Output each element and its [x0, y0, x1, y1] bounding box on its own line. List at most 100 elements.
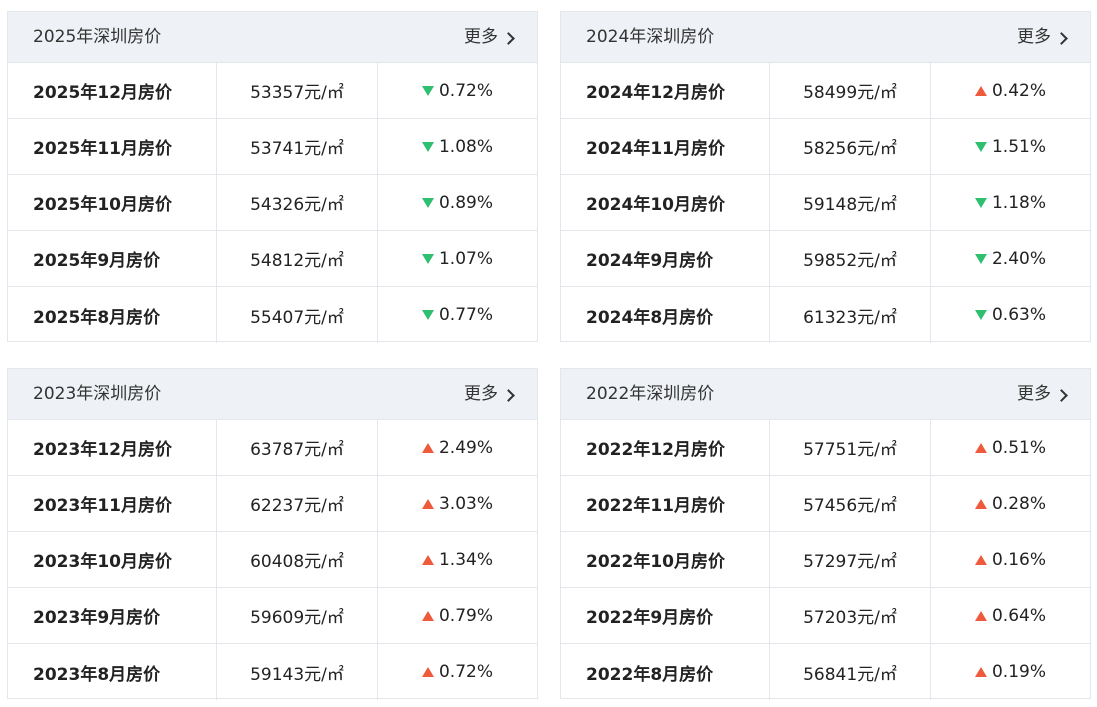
change-cell: 0.79% — [378, 588, 537, 643]
arrow-up-icon — [974, 667, 987, 677]
change-cell: 0.72% — [378, 63, 537, 118]
change-cell: 0.64% — [931, 588, 1090, 643]
table-row[interactable]: 2022年11月房价 57456元/㎡ 0.28% — [561, 476, 1090, 532]
arrow-up-icon — [421, 498, 434, 509]
month-label[interactable]: 2025年12月房价 — [8, 63, 217, 118]
change-cell: 0.16% — [931, 532, 1090, 587]
change-value: 1.34% — [438, 549, 493, 570]
price-value: 59852元/㎡ — [770, 231, 931, 286]
change-value: 0.77% — [438, 305, 493, 325]
month-label[interactable]: 2022年12月房价 — [561, 420, 770, 475]
panel-header: 2022年深圳房价 更多 — [561, 369, 1090, 420]
change-cell: 0.42% — [931, 63, 1090, 118]
change-value: 1.51% — [991, 136, 1046, 157]
month-label[interactable]: 2023年10月房价 — [8, 532, 217, 587]
table-row[interactable]: 2022年8月房价 56841元/㎡ 0.19% — [561, 644, 1090, 700]
arrow-down-icon — [421, 310, 434, 320]
more-label[interactable]: 更多 — [1017, 384, 1051, 404]
arrow-down-icon — [974, 141, 987, 152]
price-value: 62237元/㎡ — [217, 476, 378, 531]
month-label[interactable]: 2024年9月房价 — [561, 231, 770, 286]
price-panel-2022: 2022年深圳房价 更多 2022年12月房价 57751元/㎡ 0.51% 2022… — [560, 368, 1091, 700]
change-value: 0.63% — [991, 305, 1046, 325]
more-label[interactable]: 更多 — [464, 27, 498, 47]
change-value: 0.79% — [438, 605, 493, 626]
panel-header: 2025年深圳房价 更多 — [8, 12, 537, 63]
table-row[interactable]: 2024年9月房价 59852元/㎡ 2.40% — [561, 231, 1090, 287]
change-value: 0.64% — [991, 605, 1046, 626]
table-row[interactable]: 2025年10月房价 54326元/㎡ 0.89% — [8, 175, 537, 231]
table-row[interactable]: 2023年11月房价 62237元/㎡ 3.03% — [8, 476, 537, 532]
change-cell: 1.18% — [931, 175, 1090, 230]
table-row[interactable]: 2023年8月房价 59143元/㎡ 0.72% — [8, 644, 537, 700]
arrow-down-icon — [421, 85, 434, 96]
change-value: 0.72% — [438, 662, 493, 682]
table-row[interactable]: 2023年12月房价 63787元/㎡ 2.49% — [8, 420, 537, 476]
chevron-right-icon[interactable] — [502, 388, 515, 402]
arrow-down-icon — [421, 197, 434, 208]
table-row[interactable]: 2022年12月房价 57751元/㎡ 0.51% — [561, 420, 1090, 476]
more-link[interactable]: 更多 — [464, 12, 515, 63]
month-label[interactable]: 2024年12月房价 — [561, 63, 770, 118]
change-value: 0.19% — [991, 662, 1046, 682]
month-label[interactable]: 2023年11月房价 — [8, 476, 217, 531]
table-row[interactable]: 2024年10月房价 59148元/㎡ 1.18% — [561, 175, 1090, 231]
price-value: 59609元/㎡ — [217, 588, 378, 643]
arrow-up-icon — [421, 442, 434, 453]
more-link[interactable]: 更多 — [1017, 369, 1068, 420]
table-row[interactable]: 2025年9月房价 54812元/㎡ 1.07% — [8, 231, 537, 287]
month-label[interactable]: 2022年8月房价 — [561, 644, 770, 700]
month-label[interactable]: 2022年10月房价 — [561, 532, 770, 587]
price-value: 57456元/㎡ — [770, 476, 931, 531]
price-panel-2024: 2024年深圳房价 更多 2024年12月房价 58499元/㎡ 0.42% 2024… — [560, 11, 1091, 343]
arrow-up-icon — [421, 610, 434, 621]
arrow-up-icon — [421, 554, 434, 565]
change-cell: 1.51% — [931, 119, 1090, 174]
price-value: 57297元/㎡ — [770, 532, 931, 587]
price-value: 53741元/㎡ — [217, 119, 378, 174]
month-label[interactable]: 2023年12月房价 — [8, 420, 217, 475]
price-value: 55407元/㎡ — [217, 287, 378, 343]
change-value: 0.28% — [991, 493, 1046, 514]
month-label[interactable]: 2022年9月房价 — [561, 588, 770, 643]
month-label[interactable]: 2024年10月房价 — [561, 175, 770, 230]
chevron-right-icon[interactable] — [1055, 31, 1068, 45]
month-label[interactable]: 2025年8月房价 — [8, 287, 217, 343]
month-label[interactable]: 2022年11月房价 — [561, 476, 770, 531]
change-cell: 2.49% — [378, 420, 537, 475]
month-label[interactable]: 2023年8月房价 — [8, 644, 217, 700]
price-value: 58499元/㎡ — [770, 63, 931, 118]
change-value: 3.03% — [438, 493, 493, 514]
table-row[interactable]: 2025年11月房价 53741元/㎡ 1.08% — [8, 119, 537, 175]
month-label[interactable]: 2025年9月房价 — [8, 231, 217, 286]
table-row[interactable]: 2022年9月房价 57203元/㎡ 0.64% — [561, 588, 1090, 644]
table-row[interactable]: 2025年8月房价 55407元/㎡ 0.77% — [8, 287, 537, 343]
price-panel-2023: 2023年深圳房价 更多 2023年12月房价 63787元/㎡ 2.49% 2023… — [7, 368, 538, 700]
table-row[interactable]: 2024年8月房价 61323元/㎡ 0.63% — [561, 287, 1090, 343]
table-row[interactable]: 2025年12月房价 53357元/㎡ 0.72% — [8, 63, 537, 119]
change-cell: 0.19% — [931, 644, 1090, 700]
more-label[interactable]: 更多 — [464, 384, 498, 404]
table-row[interactable]: 2022年10月房价 57297元/㎡ 0.16% — [561, 532, 1090, 588]
table-row[interactable]: 2023年10月房价 60408元/㎡ 1.34% — [8, 532, 537, 588]
table-row[interactable]: 2024年11月房价 58256元/㎡ 1.51% — [561, 119, 1090, 175]
change-cell: 1.07% — [378, 231, 537, 286]
arrow-down-icon — [974, 197, 987, 208]
price-value: 57203元/㎡ — [770, 588, 931, 643]
month-label[interactable]: 2024年11月房价 — [561, 119, 770, 174]
price-rows: 2025年12月房价 53357元/㎡ 0.72% 2025年11月房价 53741元/… — [8, 63, 537, 343]
chevron-right-icon[interactable] — [502, 31, 515, 45]
table-row[interactable]: 2024年12月房价 58499元/㎡ 0.42% — [561, 63, 1090, 119]
more-link[interactable]: 更多 — [464, 369, 515, 420]
arrow-down-icon — [974, 253, 987, 264]
change-value: 2.49% — [438, 437, 493, 458]
table-row[interactable]: 2023年9月房价 59609元/㎡ 0.79% — [8, 588, 537, 644]
month-label[interactable]: 2025年10月房价 — [8, 175, 217, 230]
month-label[interactable]: 2025年11月房价 — [8, 119, 217, 174]
more-link[interactable]: 更多 — [1017, 12, 1068, 63]
panel-title: 2024年深圳房价 — [586, 27, 715, 47]
month-label[interactable]: 2023年9月房价 — [8, 588, 217, 643]
more-label[interactable]: 更多 — [1017, 27, 1051, 47]
month-label[interactable]: 2024年8月房价 — [561, 287, 770, 343]
chevron-right-icon[interactable] — [1055, 388, 1068, 402]
